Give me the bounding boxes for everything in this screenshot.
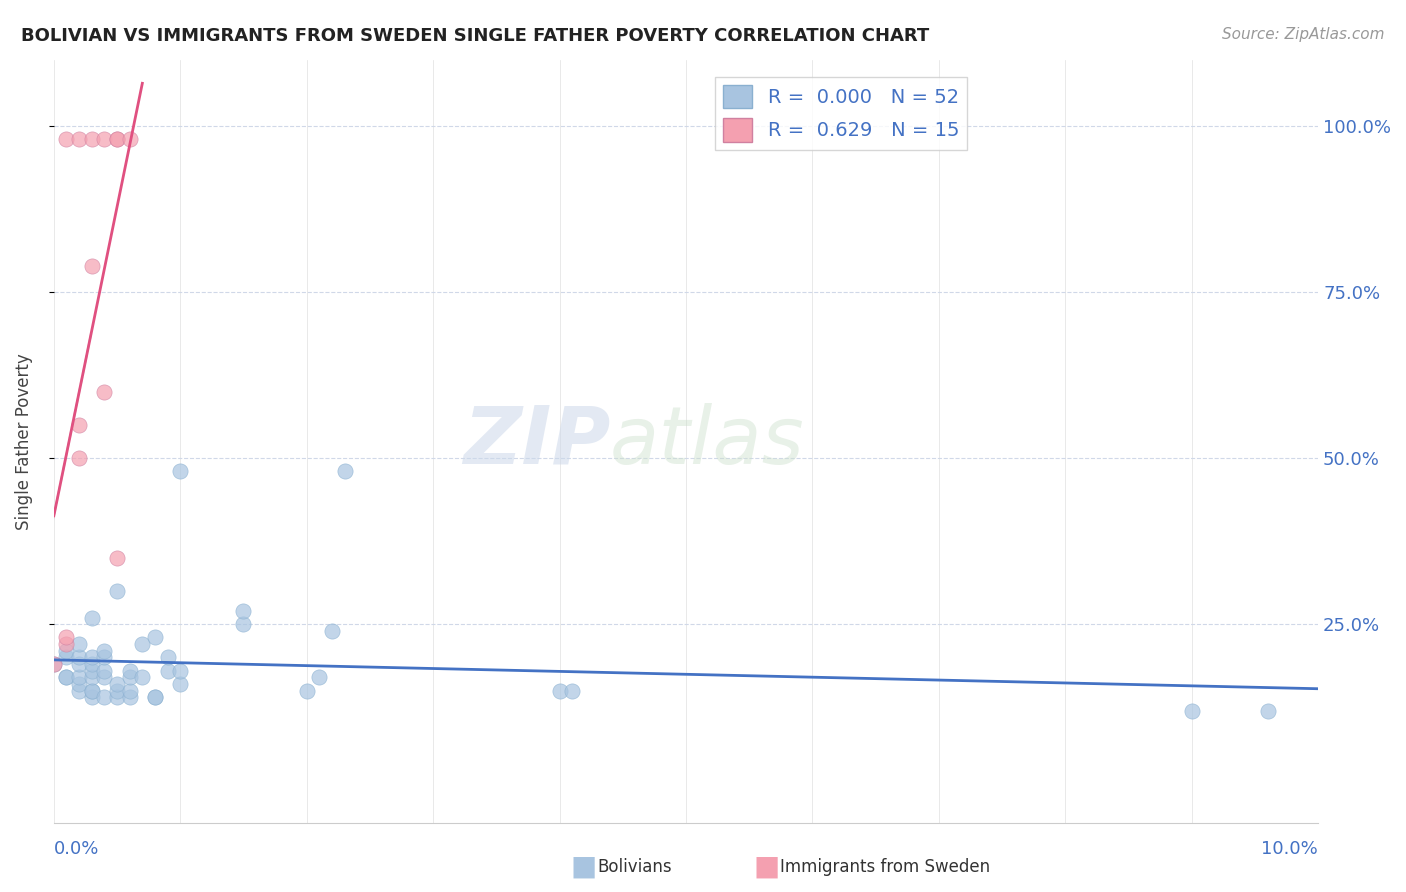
- Point: [105, 690, 128, 705]
- Text: ■: ■: [571, 853, 596, 881]
- Point: [93, 670, 115, 684]
- Point: [42, 657, 65, 671]
- Point: [55, 650, 77, 665]
- Point: [561, 683, 583, 698]
- Point: [93, 664, 115, 678]
- Text: ■: ■: [754, 853, 779, 881]
- Point: [67, 637, 90, 651]
- Point: [118, 664, 141, 678]
- Point: [118, 683, 141, 698]
- Text: Source: ZipAtlas.com: Source: ZipAtlas.com: [1222, 27, 1385, 42]
- Point: [80, 650, 103, 665]
- Point: [55, 670, 77, 684]
- Point: [67, 670, 90, 684]
- Point: [55, 631, 77, 645]
- Point: [105, 550, 128, 565]
- Point: [67, 677, 90, 691]
- Point: [93, 644, 115, 658]
- Point: [143, 690, 166, 705]
- Text: Bolivians: Bolivians: [598, 858, 672, 876]
- Point: [232, 617, 254, 632]
- Point: [105, 677, 128, 691]
- Text: 0.0%: 0.0%: [53, 840, 100, 858]
- Text: BOLIVIAN VS IMMIGRANTS FROM SWEDEN SINGLE FATHER POVERTY CORRELATION CHART: BOLIVIAN VS IMMIGRANTS FROM SWEDEN SINGL…: [21, 27, 929, 45]
- Point: [105, 132, 128, 146]
- Text: Immigrants from Sweden: Immigrants from Sweden: [780, 858, 990, 876]
- Point: [80, 683, 103, 698]
- Point: [232, 604, 254, 618]
- Point: [1181, 704, 1204, 718]
- Point: [67, 451, 90, 466]
- Point: [169, 465, 191, 479]
- Point: [67, 417, 90, 432]
- Point: [67, 650, 90, 665]
- Point: [55, 670, 77, 684]
- Point: [118, 670, 141, 684]
- Legend: R =  0.000   N = 52, R =  0.629   N = 15: R = 0.000 N = 52, R = 0.629 N = 15: [716, 77, 967, 150]
- Point: [55, 644, 77, 658]
- Point: [143, 690, 166, 705]
- Point: [42, 657, 65, 671]
- Point: [548, 683, 571, 698]
- Text: atlas: atlas: [610, 402, 804, 481]
- Point: [80, 132, 103, 146]
- Point: [308, 670, 330, 684]
- Point: [131, 670, 153, 684]
- Point: [80, 610, 103, 624]
- Point: [55, 637, 77, 651]
- Point: [80, 259, 103, 273]
- Point: [156, 650, 179, 665]
- Point: [105, 584, 128, 599]
- Point: [93, 650, 115, 665]
- Point: [67, 683, 90, 698]
- Point: [67, 132, 90, 146]
- Point: [118, 132, 141, 146]
- Point: [80, 670, 103, 684]
- Point: [93, 384, 115, 399]
- Point: [80, 664, 103, 678]
- Point: [80, 657, 103, 671]
- Point: [80, 683, 103, 698]
- Point: [105, 132, 128, 146]
- Point: [118, 690, 141, 705]
- Text: 10.0%: 10.0%: [1261, 840, 1319, 858]
- Point: [55, 132, 77, 146]
- Point: [105, 683, 128, 698]
- Text: ZIP: ZIP: [463, 402, 610, 481]
- Point: [143, 631, 166, 645]
- Point: [169, 664, 191, 678]
- Point: [1257, 704, 1279, 718]
- Point: [80, 690, 103, 705]
- Point: [67, 657, 90, 671]
- Point: [321, 624, 343, 638]
- Point: [169, 677, 191, 691]
- Point: [156, 664, 179, 678]
- Point: [93, 690, 115, 705]
- Y-axis label: Single Father Poverty: Single Father Poverty: [15, 353, 32, 530]
- Point: [295, 683, 318, 698]
- Point: [131, 637, 153, 651]
- Point: [333, 465, 356, 479]
- Point: [93, 132, 115, 146]
